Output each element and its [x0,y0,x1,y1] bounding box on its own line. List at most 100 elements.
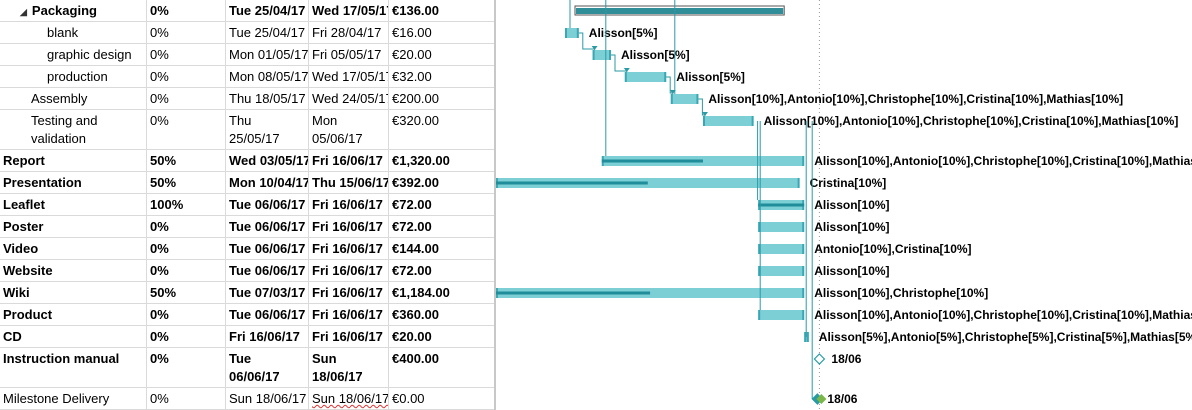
start-date-cell[interactable]: Thu 18/05/17 [226,88,309,109]
start-date-cell[interactable]: Tue 06/06/17 [226,238,309,259]
task-name-cell[interactable]: blank [0,22,147,43]
finish-date-cell[interactable]: Wed 17/05/17 [309,66,389,87]
task-name-cell[interactable]: graphic design [0,44,147,65]
start-date-cell[interactable]: Wed 03/05/17 [226,150,309,171]
percent-complete-cell[interactable]: 0% [147,88,226,109]
cost-cell[interactable]: €200.00 [389,88,494,109]
cost-cell[interactable]: €72.00 [389,216,494,237]
percent-complete-cell[interactable]: 0% [147,348,226,387]
percent-complete-cell[interactable]: 0% [147,216,226,237]
task-name-cell[interactable]: Website [0,260,147,281]
percent-complete-cell[interactable]: 0% [147,22,226,43]
start-date-cell[interactable]: Mon 08/05/17 [226,66,309,87]
cost-cell[interactable]: €16.00 [389,22,494,43]
finish-date-cell[interactable]: Fri 28/04/17 [309,22,389,43]
cost-cell[interactable]: €400.00 [389,348,494,387]
percent-complete-cell[interactable]: 0% [147,304,226,325]
table-row[interactable]: CD 0% Fri 16/06/17 Fri 16/06/17 €20.00 [0,326,494,348]
table-row[interactable]: ◢ Packaging 0% Tue 25/04/17 Wed 17/05/17 €136… [0,0,494,22]
percent-complete-cell[interactable]: 0% [147,110,226,149]
task-name-cell[interactable]: Wiki [0,282,147,303]
table-row[interactable]: graphic design 0% Mon 01/05/17 Fri 05/05/17… [0,44,494,66]
task-name-cell[interactable]: Video [0,238,147,259]
start-date-cell[interactable]: Tue 06/06/17 [226,348,309,387]
percent-complete-cell[interactable]: 0% [147,0,226,21]
start-date-cell[interactable]: Thu 25/05/17 [226,110,309,149]
table-row[interactable]: Assembly 0% Thu 18/05/17 Wed 24/05/17 €200.0… [0,88,494,110]
finish-date-cell[interactable]: Fri 16/06/17 [309,216,389,237]
start-date-cell[interactable]: Tue 25/04/17 [226,0,309,21]
start-date-cell[interactable]: Tue 06/06/17 [226,304,309,325]
percent-complete-cell[interactable]: 0% [147,260,226,281]
table-row[interactable]: Product 0% Tue 06/06/17 Fri 16/06/17 €360.00 [0,304,494,326]
percent-complete-cell[interactable]: 0% [147,238,226,259]
finish-date-cell[interactable]: Fri 16/06/17 [309,326,389,347]
task-name-cell[interactable]: Product [0,304,147,325]
table-row[interactable]: Leaflet 100% Tue 06/06/17 Fri 16/06/17 €72.0… [0,194,494,216]
percent-complete-cell[interactable]: 100% [147,194,226,215]
finish-date-cell[interactable]: Fri 16/06/17 [309,150,389,171]
task-name-cell[interactable]: Poster [0,216,147,237]
start-date-cell[interactable]: Tue 07/03/17 [226,282,309,303]
task-name-cell[interactable]: Leaflet [0,194,147,215]
finish-date-cell[interactable]: Fri 16/06/17 [309,260,389,281]
cost-cell[interactable]: €360.00 [389,304,494,325]
finish-date-cell[interactable]: Mon 05/06/17 [309,110,389,149]
start-date-cell[interactable]: Tue 06/06/17 [226,216,309,237]
table-row[interactable]: Video 0% Tue 06/06/17 Fri 16/06/17 €144.00 [0,238,494,260]
table-row[interactable]: Website 0% Tue 06/06/17 Fri 16/06/17 €72.00 [0,260,494,282]
start-date-cell[interactable]: Tue 06/06/17 [226,194,309,215]
split-divider[interactable] [494,0,496,410]
cost-cell[interactable]: €0.00 [389,388,494,409]
table-row[interactable]: Milestone Delivery 0% Sun 18/06/17 Sun 18/0… [0,388,494,410]
table-row[interactable]: Testing and validation 0% Thu 25/05/17 Mon … [0,110,494,150]
table-row[interactable]: Presentation 50% Mon 10/04/17 Thu 15/06/17 €… [0,172,494,194]
task-name-cell[interactable]: Milestone Delivery [0,388,147,409]
cost-cell[interactable]: €72.00 [389,194,494,215]
task-name-cell[interactable]: Assembly [0,88,147,109]
finish-date-cell[interactable]: Sun 18/06/17 [309,348,389,387]
cost-cell[interactable]: €1,320.00 [389,150,494,171]
task-name-cell[interactable]: Presentation [0,172,147,193]
finish-date-cell[interactable]: Wed 24/05/17 [309,88,389,109]
table-row[interactable]: Report 50% Wed 03/05/17 Fri 16/06/17 €1,320.… [0,150,494,172]
start-date-cell[interactable]: Sun 18/06/17 [226,388,309,409]
start-date-cell[interactable]: Mon 01/05/17 [226,44,309,65]
finish-date-cell[interactable]: Fri 16/06/17 [309,304,389,325]
percent-complete-cell[interactable]: 50% [147,282,226,303]
table-row[interactable]: Poster 0% Tue 06/06/17 Fri 16/06/17 €72.00 [0,216,494,238]
start-date-cell[interactable]: Tue 25/04/17 [226,22,309,43]
percent-complete-cell[interactable]: 0% [147,388,226,409]
finish-date-cell[interactable]: Sun 18/06/17 [309,388,389,409]
table-row[interactable]: Wiki 50% Tue 07/03/17 Fri 16/06/17 €1,184.00 [0,282,494,304]
finish-date-cell[interactable]: Fri 16/06/17 [309,238,389,259]
cost-cell[interactable]: €72.00 [389,260,494,281]
finish-date-cell[interactable]: Wed 17/05/17 [309,0,389,21]
percent-complete-cell[interactable]: 0% [147,66,226,87]
cost-cell[interactable]: €1,184.00 [389,282,494,303]
task-name-cell[interactable]: Testing and validation [0,110,147,149]
task-name-cell[interactable]: Report [0,150,147,171]
finish-date-cell[interactable]: Thu 15/06/17 [309,172,389,193]
percent-complete-cell[interactable]: 0% [147,44,226,65]
collapse-triangle-icon[interactable]: ◢ [20,7,27,17]
cost-cell[interactable]: €20.00 [389,326,494,347]
start-date-cell[interactable]: Mon 10/04/17 [226,172,309,193]
cost-cell[interactable]: €392.00 [389,172,494,193]
cost-cell[interactable]: €136.00 [389,0,494,21]
cost-cell[interactable]: €144.00 [389,238,494,259]
percent-complete-cell[interactable]: 0% [147,326,226,347]
cost-cell[interactable]: €320.00 [389,110,494,149]
start-date-cell[interactable]: Tue 06/06/17 [226,260,309,281]
task-name-cell[interactable]: Instruction manual [0,348,147,387]
task-name-cell[interactable]: ◢ Packaging [0,0,147,21]
cost-cell[interactable]: €20.00 [389,44,494,65]
percent-complete-cell[interactable]: 50% [147,172,226,193]
start-date-cell[interactable]: Fri 16/06/17 [226,326,309,347]
task-name-cell[interactable]: production [0,66,147,87]
finish-date-cell[interactable]: Fri 16/06/17 [309,282,389,303]
table-row[interactable]: blank 0% Tue 25/04/17 Fri 28/04/17 €16.00 [0,22,494,44]
table-row[interactable]: Instruction manual 0% Tue 06/06/17 Sun 18/0… [0,348,494,388]
cost-cell[interactable]: €32.00 [389,66,494,87]
finish-date-cell[interactable]: Fri 05/05/17 [309,44,389,65]
